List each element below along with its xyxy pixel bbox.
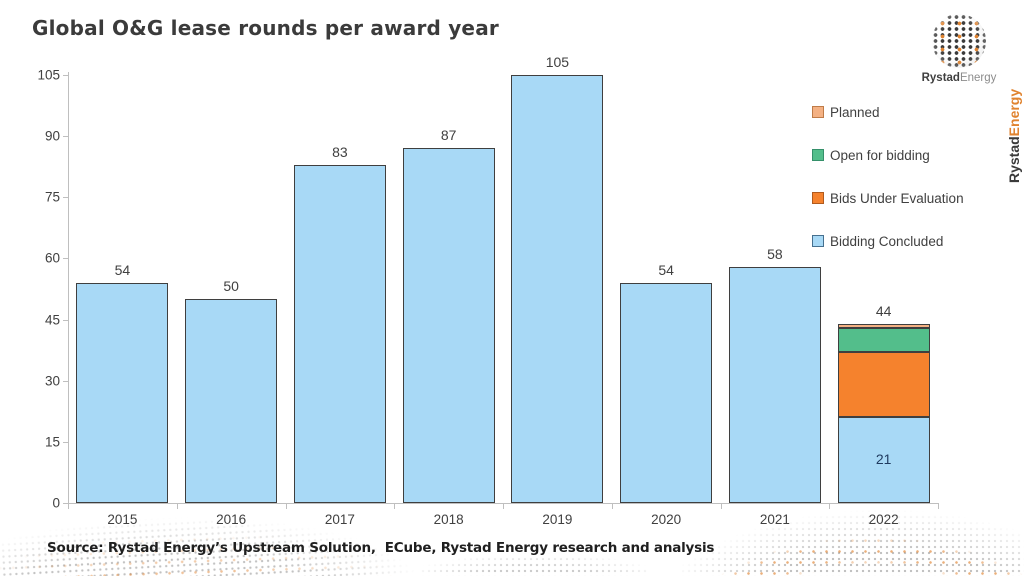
logo-text-bold: Rystad <box>921 72 960 84</box>
y-tick-0 <box>63 503 68 504</box>
x-tick-label-2016: 2016 <box>216 512 247 527</box>
bar-total-label-2020: 54 <box>658 261 674 278</box>
bar-segment-2022-bidding-concluded <box>837 417 930 503</box>
y-tick-label-90: 90 <box>44 128 60 144</box>
bar-segment-2022-bids-under-evaluation <box>837 352 930 418</box>
bar-segment-2022-planned <box>837 323 930 328</box>
rystad-globe-icon <box>932 14 986 68</box>
x-tick-6 <box>720 503 722 509</box>
page-title: Global O&G lease rounds per award year <box>32 16 499 40</box>
legend-label-bidding-concluded: Bidding Concluded <box>830 233 944 249</box>
legend-label-planned: Planned <box>830 104 880 120</box>
x-tick-label-2020: 2020 <box>651 512 682 527</box>
x-tick-5 <box>611 503 613 509</box>
bar-total-label-2022: 44 <box>875 302 892 319</box>
x-tick-4 <box>503 503 504 509</box>
x-tick-3 <box>394 503 396 509</box>
bar-segment-2020-bidding-concluded <box>620 282 713 503</box>
y-tick-label-60: 60 <box>44 250 60 266</box>
y-tick-60 <box>63 258 68 260</box>
chart-legend: Planned Open for bidding Bids Under Eval… <box>812 105 964 277</box>
x-tick-label-2015: 2015 <box>107 512 138 527</box>
bar-total-label-2021: 58 <box>767 245 783 262</box>
source-note: Source: Rystad Energy’s Upstream Solutio… <box>47 540 715 556</box>
bar-segment-2022-open-for-bidding <box>837 327 930 353</box>
bar-segment-2016-bidding-concluded <box>185 299 278 503</box>
legend-item-open-for-bidding: Open for bidding <box>812 147 964 163</box>
y-tick-label-105: 105 <box>37 67 60 83</box>
bar-total-label-2018: 87 <box>440 127 457 144</box>
y-tick-label-30: 30 <box>44 373 60 389</box>
y-tick-30 <box>63 380 68 382</box>
x-tick-8 <box>938 503 939 509</box>
legend-label-open-for-bidding: Open for bidding <box>830 147 930 163</box>
bar-inside-label-2022: 21 <box>875 451 892 468</box>
y-tick-15 <box>63 441 68 443</box>
y-tick-label-0: 0 <box>52 495 60 511</box>
y-axis-line <box>68 72 69 503</box>
bar-segment-2021-bidding-concluded <box>728 266 821 503</box>
legend-label-bids-under-evaluation: Bids Under Evaluation <box>830 190 964 206</box>
bar-segment-2019-bidding-concluded <box>511 75 604 503</box>
bar-total-label-2017: 83 <box>332 143 348 160</box>
legend-swatch-open-for-bidding <box>812 149 824 161</box>
y-tick-90 <box>63 136 68 138</box>
legend-item-bids-under-evaluation: Bids Under Evaluation <box>812 190 964 206</box>
y-tick-label-45: 45 <box>44 312 60 328</box>
y-tick-75 <box>63 197 68 199</box>
legend-swatch-bids-under-evaluation <box>812 192 824 204</box>
y-tick-105 <box>63 75 68 76</box>
rystad-logo-text: RystadEnergy <box>918 72 1000 84</box>
rystad-logo: RystadEnergy <box>918 14 1000 84</box>
x-tick-label-2022: 2022 <box>868 512 899 527</box>
y-tick-label-15: 15 <box>44 434 60 450</box>
legend-item-planned: Planned <box>812 104 964 120</box>
x-tick-1 <box>176 503 178 509</box>
bar-total-label-2015: 54 <box>114 261 131 278</box>
x-tick-label-2017: 2017 <box>324 512 355 527</box>
bar-segment-2018-bidding-concluded <box>402 148 495 503</box>
y-tick-label-75: 75 <box>44 189 60 205</box>
bar-total-label-2019: 105 <box>545 54 570 70</box>
x-tick-label-2019: 2019 <box>542 512 573 527</box>
bar-segment-2017-bidding-concluded <box>293 164 386 503</box>
legend-item-bidding-concluded: Bidding Concluded <box>812 233 964 249</box>
x-tick-7 <box>829 503 831 509</box>
logo-text-light: Energy <box>959 72 997 84</box>
x-tick-2 <box>285 503 287 509</box>
x-tick-label-2021: 2021 <box>759 512 790 527</box>
legend-swatch-bidding-concluded <box>812 235 824 247</box>
x-tick-0 <box>68 503 69 509</box>
y-tick-45 <box>63 319 68 321</box>
bar-segment-2015-bidding-concluded <box>76 282 169 503</box>
bar-total-label-2016: 50 <box>223 278 239 295</box>
legend-swatch-planned <box>812 106 824 118</box>
x-tick-label-2018: 2018 <box>433 512 464 527</box>
